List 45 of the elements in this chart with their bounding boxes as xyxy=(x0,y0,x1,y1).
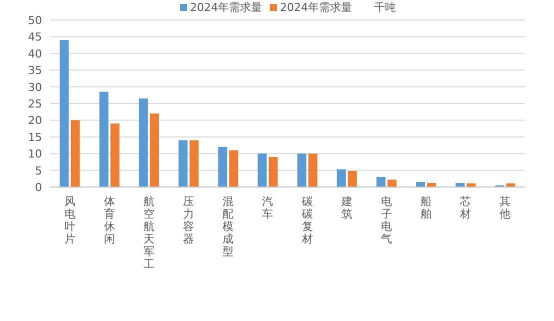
bar xyxy=(190,140,199,187)
x-tick-label: 船舶 xyxy=(420,195,432,220)
y-tick-label: 10 xyxy=(28,148,42,161)
bar xyxy=(229,150,238,187)
x-tick-label: 体育休闲 xyxy=(104,195,115,246)
bar xyxy=(268,156,278,187)
bar xyxy=(99,92,108,187)
y-tick-label: 0 xyxy=(35,181,42,194)
bar xyxy=(110,124,120,187)
x-tick-label: 混配模成型 xyxy=(222,195,234,258)
y-tick-label: 45 xyxy=(28,30,42,44)
y-tick-label: 15 xyxy=(28,130,42,144)
bar xyxy=(138,98,148,187)
bar xyxy=(297,154,306,187)
x-tick-label: 电子电气 xyxy=(380,195,392,246)
y-tick-label: 50 xyxy=(28,14,42,27)
x-tick-label: 建筑 xyxy=(340,195,352,220)
bar xyxy=(348,170,357,187)
x-tick-label: 风电叶片 xyxy=(64,195,76,246)
bar xyxy=(218,146,228,187)
bar xyxy=(387,180,396,187)
bar xyxy=(336,169,346,187)
y-tick-label: 35 xyxy=(28,64,42,78)
bar xyxy=(178,140,188,187)
bar xyxy=(150,114,159,187)
bar xyxy=(376,176,386,187)
x-tick-label: 芯材 xyxy=(459,195,472,220)
y-tick-label: 5 xyxy=(35,164,42,178)
bar xyxy=(60,40,69,187)
y-tick-label: 40 xyxy=(28,47,42,60)
y-tick-label: 20 xyxy=(28,114,42,128)
x-tick-label: 压力容器 xyxy=(183,195,194,246)
bar xyxy=(258,154,267,187)
bar xyxy=(308,154,318,187)
x-tick-label: 航空航天军工 xyxy=(143,195,154,270)
bar xyxy=(70,120,80,187)
legend-label: 2024年需求量 xyxy=(280,1,352,14)
y-axis-title: 千吨 xyxy=(374,1,396,14)
x-tick-label: 碳碳复材 xyxy=(300,195,313,246)
y-tick-label: 30 xyxy=(28,80,42,94)
y-tick-label: 25 xyxy=(28,98,42,110)
x-tick-label: 其他 xyxy=(500,195,511,220)
x-tick-label: 汽车 xyxy=(262,195,274,220)
legend-label: 2024年需求量 xyxy=(190,1,262,14)
bar xyxy=(416,182,426,187)
